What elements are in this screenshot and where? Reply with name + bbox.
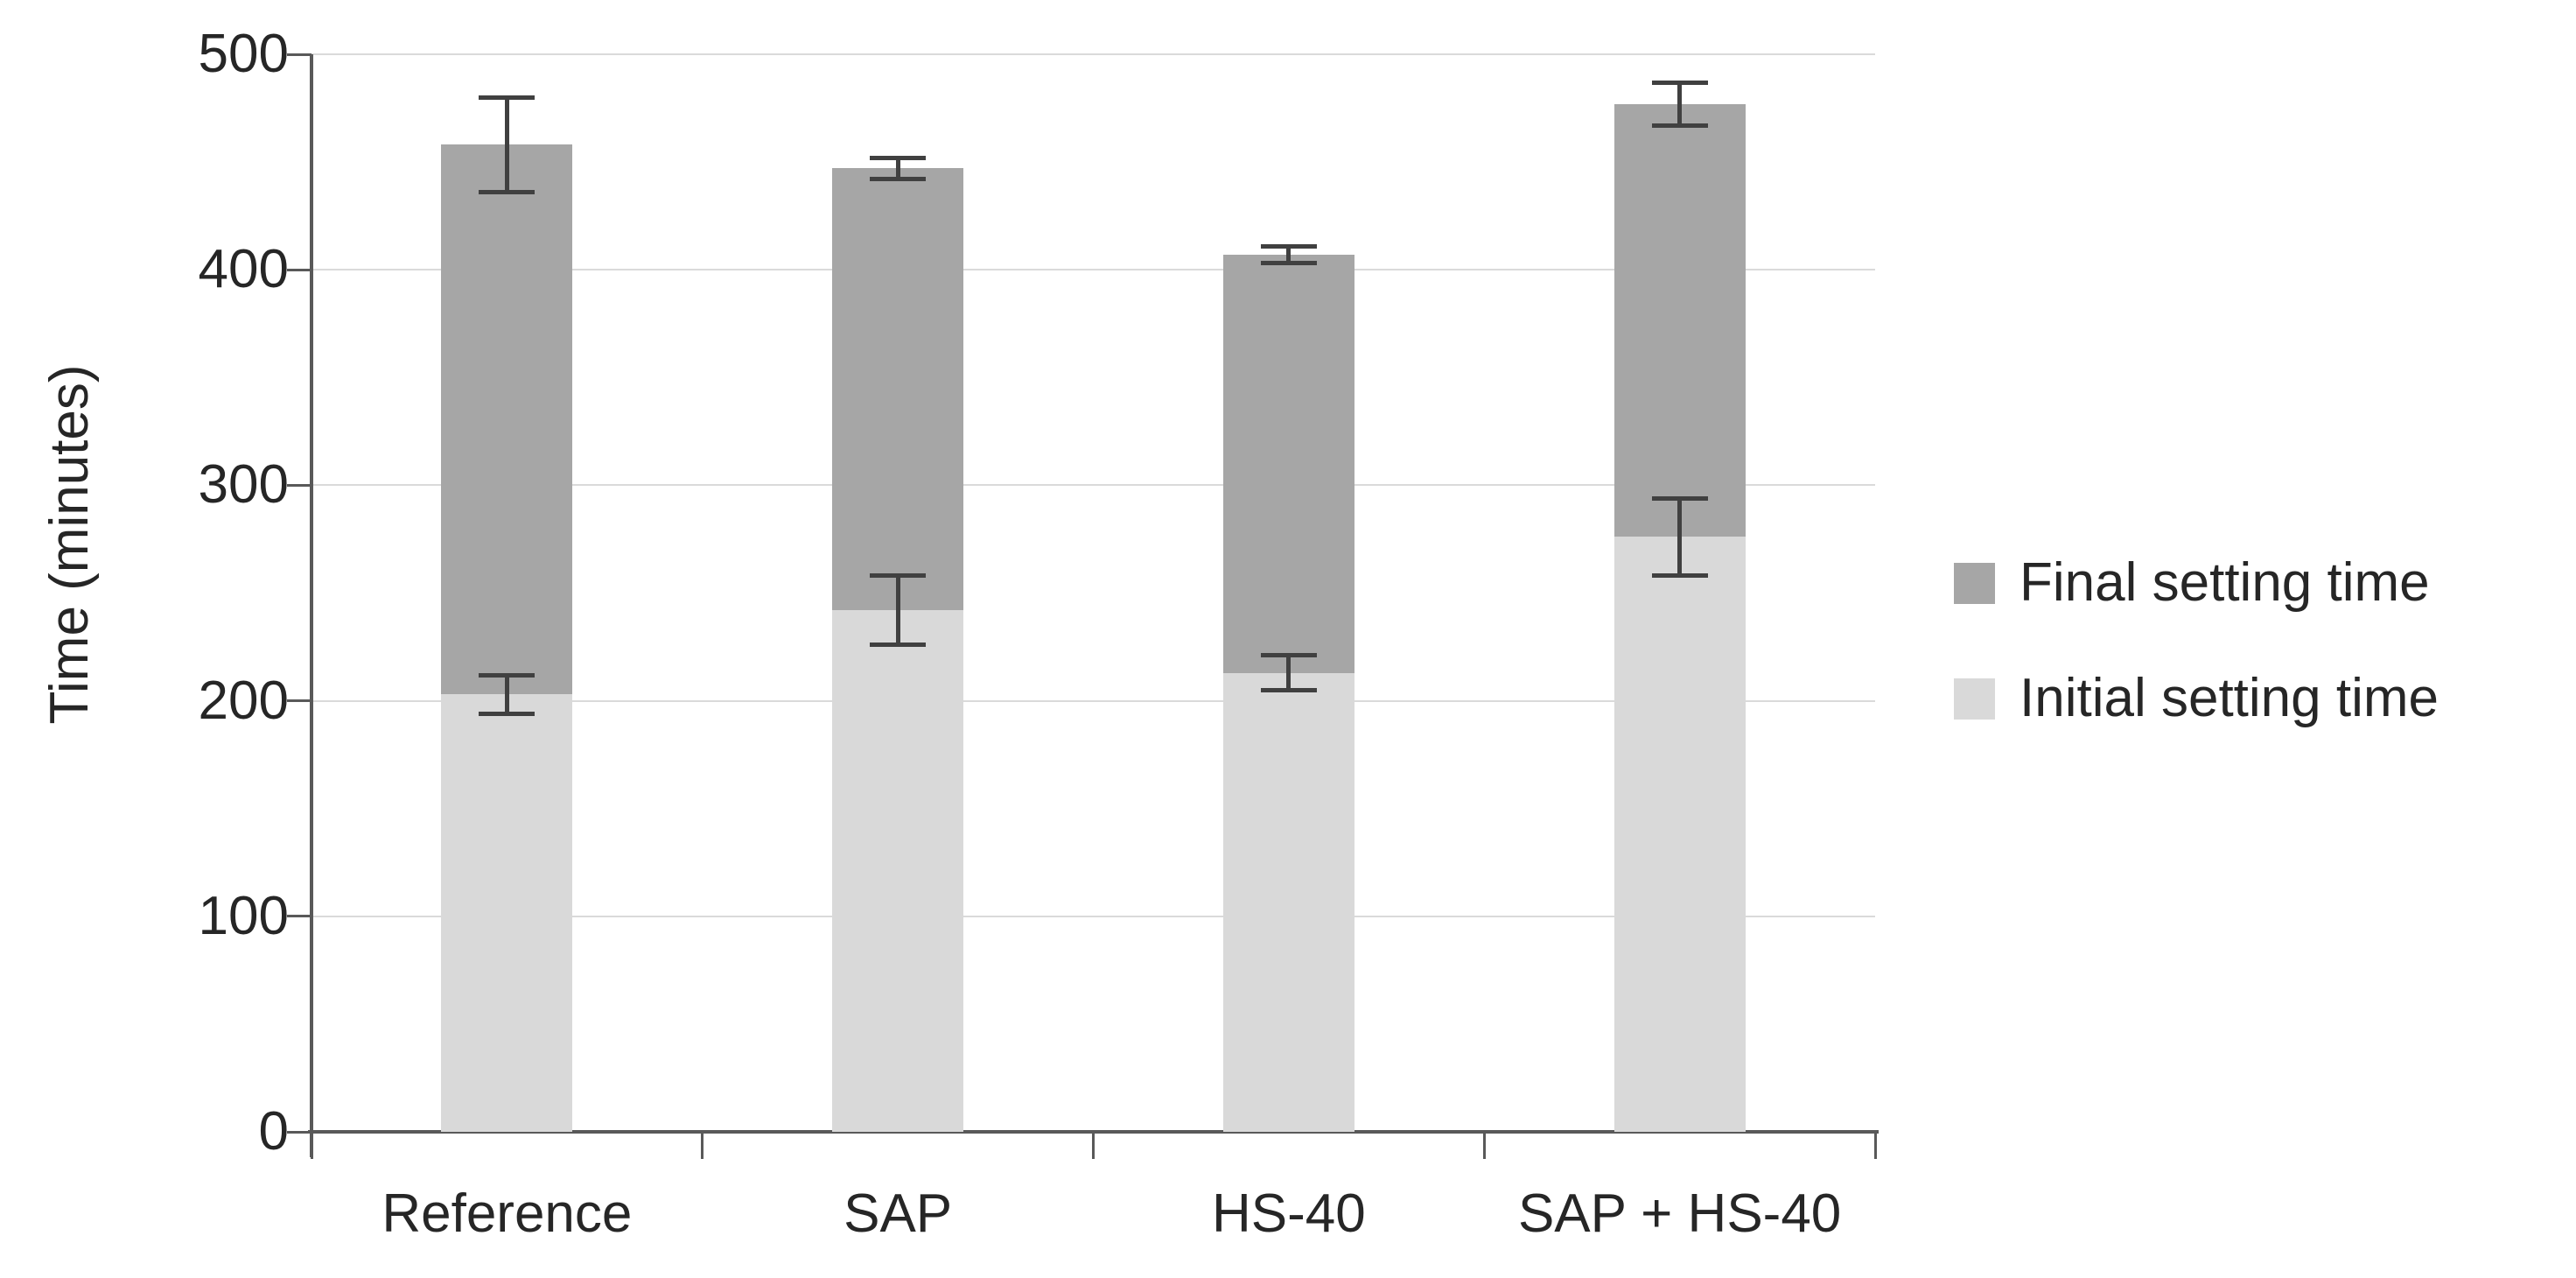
y-axis-tick bbox=[287, 53, 312, 56]
gridline bbox=[312, 699, 1875, 702]
legend-item: Initial setting time bbox=[1954, 667, 2439, 730]
category-label: SAP + HS-40 bbox=[1517, 1183, 1842, 1244]
x-axis-tick bbox=[701, 1134, 704, 1159]
y-axis-tick bbox=[287, 268, 312, 271]
error-bar-cap-bottom bbox=[870, 643, 927, 648]
error-bar-cap-top bbox=[1260, 653, 1317, 658]
error-bar-cap-bottom bbox=[1651, 123, 1708, 128]
y-tick-label: 300 bbox=[198, 454, 289, 516]
y-tick-label: 400 bbox=[198, 239, 289, 300]
error-bar-cap-top bbox=[479, 95, 536, 100]
x-axis-tick bbox=[310, 1134, 313, 1159]
bar-segment-initial-setting bbox=[441, 694, 573, 1132]
bar-segment-final-setting bbox=[1222, 254, 1354, 673]
error-bar-cap-bottom bbox=[1260, 687, 1317, 692]
error-bar-initial bbox=[1260, 653, 1317, 692]
y-axis-tick bbox=[287, 1130, 312, 1134]
bar-segment-initial-setting bbox=[1614, 537, 1746, 1132]
error-bar-initial bbox=[870, 573, 927, 648]
y-axis-tick bbox=[287, 483, 312, 487]
legend: Final setting time Initial setting time bbox=[1954, 551, 2439, 783]
bar-segment-initial-setting bbox=[832, 610, 964, 1132]
error-bar-total bbox=[1260, 243, 1317, 266]
error-bar-cap-top bbox=[870, 573, 927, 579]
legend-swatch bbox=[1954, 562, 1995, 604]
error-bar-cap-top bbox=[1260, 243, 1317, 249]
error-bar-cap-bottom bbox=[870, 177, 927, 182]
legend-item: Final setting time bbox=[1954, 551, 2439, 614]
bar-segment-final-setting bbox=[832, 168, 964, 611]
error-bar-total bbox=[479, 95, 536, 195]
error-bar-stem bbox=[504, 95, 509, 195]
legend-label: Final setting time bbox=[2020, 552, 2430, 613]
error-bar-stem bbox=[1286, 243, 1292, 266]
y-tick-label: 500 bbox=[198, 24, 289, 84]
error-bar-cap-top bbox=[870, 155, 927, 160]
error-bar-stem bbox=[1677, 495, 1683, 579]
error-bar-cap-bottom bbox=[479, 190, 536, 195]
error-bar-stem bbox=[895, 573, 900, 648]
legend-swatch bbox=[1954, 678, 1995, 720]
plot-area bbox=[312, 53, 1875, 1132]
error-bar-initial bbox=[479, 672, 536, 716]
error-bar-stem bbox=[895, 155, 900, 182]
error-bar-total bbox=[870, 155, 927, 182]
y-axis-title: Time (minutes) bbox=[39, 364, 100, 725]
y-tick-label: 200 bbox=[198, 670, 289, 731]
error-bar-total bbox=[1651, 80, 1708, 128]
gridline bbox=[312, 269, 1875, 271]
x-axis-tick bbox=[1873, 1134, 1877, 1159]
legend-label: Initial setting time bbox=[2020, 668, 2439, 728]
error-bar-cap-top bbox=[1651, 80, 1708, 85]
error-bar-initial bbox=[1651, 495, 1708, 579]
bar-segment-initial-setting bbox=[1222, 672, 1354, 1132]
y-axis-tick bbox=[287, 699, 312, 703]
gridline bbox=[312, 53, 1875, 55]
category-label: HS-40 bbox=[1212, 1183, 1366, 1244]
error-bar-cap-bottom bbox=[479, 711, 536, 716]
gridline bbox=[312, 484, 1875, 487]
error-bar-cap-bottom bbox=[1651, 573, 1708, 579]
category-label: Reference bbox=[382, 1183, 633, 1244]
error-bar-stem bbox=[1286, 653, 1292, 692]
x-axis-tick bbox=[1482, 1134, 1486, 1159]
x-axis-line bbox=[308, 1130, 1879, 1134]
gridline bbox=[312, 915, 1875, 917]
y-tick-label: 100 bbox=[198, 885, 289, 946]
y-axis-line bbox=[310, 54, 313, 1157]
error-bar-stem bbox=[1677, 80, 1683, 128]
error-bar-stem bbox=[504, 672, 509, 716]
y-tick-label: 0 bbox=[258, 1101, 289, 1162]
bar-segment-final-setting bbox=[441, 144, 573, 695]
error-bar-cap-bottom bbox=[1260, 261, 1317, 266]
category-label: SAP bbox=[844, 1183, 953, 1244]
bar-segment-final-setting bbox=[1614, 103, 1746, 537]
x-axis-tick bbox=[1092, 1134, 1095, 1159]
error-bar-cap-top bbox=[1651, 495, 1708, 501]
y-axis-tick bbox=[287, 915, 312, 918]
error-bar-cap-top bbox=[479, 672, 536, 678]
